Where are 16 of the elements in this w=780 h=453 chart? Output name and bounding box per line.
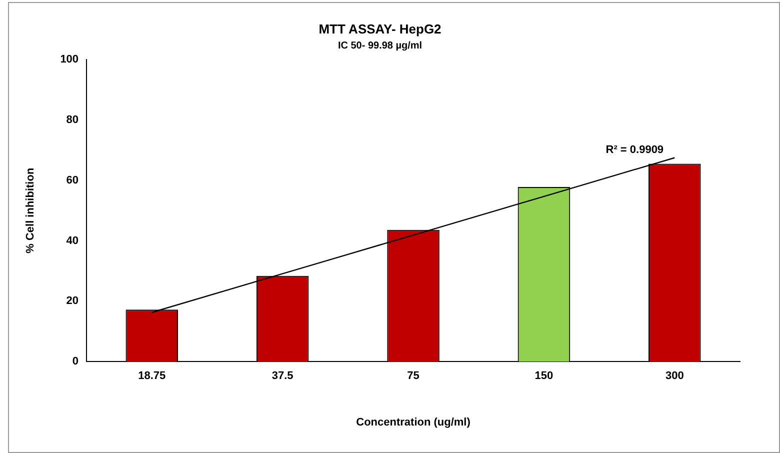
x-axis-title: Concentration (ug/ml) bbox=[356, 416, 471, 428]
x-tick-label: 300 bbox=[665, 370, 684, 382]
y-axis-title: % Cell inhibition bbox=[24, 168, 37, 254]
annotation: R² = 0.9909 bbox=[606, 144, 664, 156]
x-tick-label: 37.5 bbox=[272, 370, 294, 382]
x-tick-label: 150 bbox=[534, 370, 554, 382]
x-tick-label: 75 bbox=[407, 370, 420, 382]
chart-title: MTT ASSAY- HepG2 bbox=[318, 21, 442, 36]
chart-subtitle: IC 50- 99.98 µg/ml bbox=[338, 40, 422, 52]
x-tick-label: 18.75 bbox=[138, 370, 166, 382]
y-tick-label: 0 bbox=[72, 356, 79, 368]
y-tick-label: 20 bbox=[66, 295, 79, 308]
y-tick-label: 40 bbox=[66, 234, 79, 247]
y-tick-label: 100 bbox=[60, 54, 79, 66]
y-tick-label: 80 bbox=[66, 114, 79, 126]
y-tick-label: 60 bbox=[66, 174, 79, 186]
